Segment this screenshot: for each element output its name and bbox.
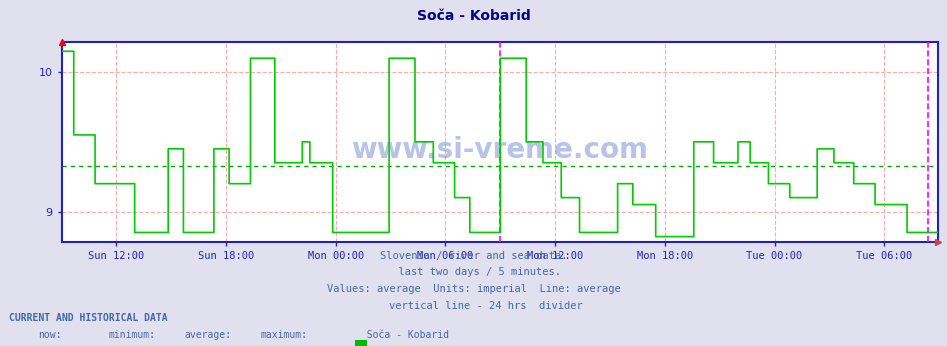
Text: www.si-vreme.com: www.si-vreme.com: [351, 136, 648, 164]
Text: minimum:: minimum:: [109, 330, 156, 340]
Text: maximum:: maximum:: [260, 330, 308, 340]
Text: Soča - Kobarid: Soča - Kobarid: [417, 9, 530, 22]
Text: Soča - Kobarid: Soča - Kobarid: [355, 330, 449, 340]
Text: Slovenia / river and sea data.: Slovenia / river and sea data.: [380, 251, 567, 261]
Text: CURRENT AND HISTORICAL DATA: CURRENT AND HISTORICAL DATA: [9, 313, 169, 323]
Text: last two days / 5 minutes.: last two days / 5 minutes.: [386, 267, 561, 277]
Text: vertical line - 24 hrs  divider: vertical line - 24 hrs divider: [365, 301, 582, 311]
Text: average:: average:: [185, 330, 232, 340]
Text: Values: average  Units: imperial  Line: average: Values: average Units: imperial Line: av…: [327, 284, 620, 294]
Text: now:: now:: [38, 330, 62, 340]
